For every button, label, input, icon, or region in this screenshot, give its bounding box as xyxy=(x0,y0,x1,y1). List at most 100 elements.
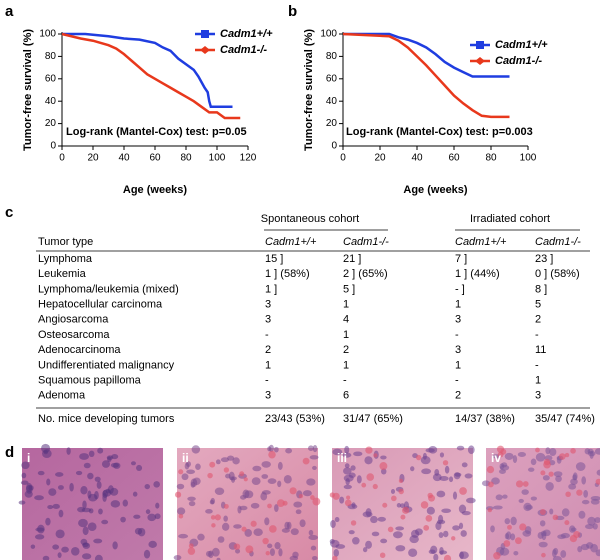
erythrocyte xyxy=(332,555,338,560)
nucleus xyxy=(308,529,314,536)
erythrocyte xyxy=(565,491,571,498)
x-tick-label: 100 xyxy=(520,153,537,164)
nucleus xyxy=(464,473,473,479)
nucleus xyxy=(493,505,503,510)
footer-cell: 31/47 (65%) xyxy=(343,413,403,425)
histology-label: ii xyxy=(182,451,189,465)
table-cell: 2 xyxy=(455,390,461,402)
group-header: Irradiated cohort xyxy=(470,213,550,225)
erythrocyte xyxy=(207,472,213,479)
nucleus xyxy=(187,496,196,501)
survival-line xyxy=(342,32,510,119)
nucleus xyxy=(144,483,150,490)
nucleus xyxy=(578,510,586,519)
nucleus xyxy=(530,458,537,466)
table-cell: - xyxy=(455,375,459,387)
y-tick-label: 20 xyxy=(45,118,57,129)
nucleus xyxy=(521,489,529,495)
nucleus xyxy=(436,490,446,498)
erythrocyte xyxy=(543,460,551,469)
nucleus xyxy=(261,461,271,468)
nucleus xyxy=(345,478,350,486)
nucleus xyxy=(26,482,33,492)
nucleus xyxy=(434,468,440,476)
column-header: Cadm1-/- xyxy=(535,236,581,248)
nucleus xyxy=(261,490,271,495)
nucleus xyxy=(136,464,143,472)
erythrocyte xyxy=(250,520,257,527)
nucleus xyxy=(505,531,512,540)
erythrocyte xyxy=(387,526,394,533)
y-tick-label: 20 xyxy=(326,118,338,129)
nucleus xyxy=(592,523,598,530)
nucleus xyxy=(220,457,229,463)
nucleus xyxy=(551,549,557,558)
nucleus xyxy=(461,462,468,468)
nucleus xyxy=(188,501,196,507)
panel-label: d xyxy=(5,444,14,461)
y-tick-label: 100 xyxy=(39,29,56,40)
nucleus xyxy=(273,446,279,453)
nucleus xyxy=(269,548,275,556)
erythrocyte xyxy=(570,448,576,454)
nucleus xyxy=(395,545,406,552)
table-cell: - xyxy=(535,359,539,371)
nucleus xyxy=(173,554,182,560)
table-cell: 6 xyxy=(343,390,349,402)
nucleus xyxy=(433,553,439,560)
nucleus xyxy=(343,467,352,475)
nucleus xyxy=(176,483,185,490)
panel-label: c xyxy=(5,204,13,221)
table-cell: 21 ] xyxy=(343,253,361,265)
nucleus xyxy=(577,545,583,553)
nucleus xyxy=(21,461,30,470)
erythrocyte xyxy=(535,447,540,453)
erythrocyte xyxy=(223,467,230,473)
erythrocyte xyxy=(420,501,429,509)
table-cell: 3 xyxy=(535,390,541,402)
nucleus xyxy=(37,524,45,534)
nucleus xyxy=(311,556,318,560)
column-header: Cadm1+/+ xyxy=(455,236,507,248)
nucleus xyxy=(242,489,250,499)
nucleus xyxy=(395,526,405,531)
nucleus xyxy=(278,548,283,557)
nucleus xyxy=(302,490,312,497)
erythrocyte xyxy=(265,551,270,556)
table-cell: Osteosarcoma xyxy=(38,329,110,341)
nucleus xyxy=(538,541,548,548)
nucleus xyxy=(535,452,546,462)
nucleus xyxy=(400,503,405,509)
nucleus xyxy=(75,470,83,476)
erythrocyte xyxy=(175,491,182,498)
nucleus xyxy=(396,503,402,508)
table-cell: 5 xyxy=(535,299,541,311)
nucleus xyxy=(285,448,293,454)
nucleus xyxy=(205,550,213,557)
nucleus xyxy=(274,542,281,550)
nucleus xyxy=(428,445,438,454)
table-cell: 3 xyxy=(455,344,461,356)
column-header: Cadm1-/- xyxy=(343,236,389,248)
nucleus xyxy=(83,462,91,469)
erythrocyte xyxy=(350,520,357,526)
nucleus xyxy=(310,545,317,551)
nucleus xyxy=(274,504,279,512)
nucleus xyxy=(572,474,577,481)
erythrocyte xyxy=(209,461,216,468)
erythrocyte xyxy=(245,545,254,554)
nucleus xyxy=(34,534,45,540)
nucleus xyxy=(267,478,277,484)
nucleus xyxy=(251,477,261,485)
erythrocyte xyxy=(269,525,277,533)
nucleus xyxy=(232,457,240,465)
table-cell: 1 xyxy=(455,299,461,311)
table-cell: 5 ] xyxy=(343,283,355,295)
table-cell: 15 ] xyxy=(265,253,283,265)
erythrocyte xyxy=(564,452,570,458)
nucleus xyxy=(517,452,526,458)
nucleus xyxy=(286,521,292,530)
nucleus xyxy=(192,477,201,486)
nucleus xyxy=(58,509,64,518)
nucleus xyxy=(458,551,469,560)
